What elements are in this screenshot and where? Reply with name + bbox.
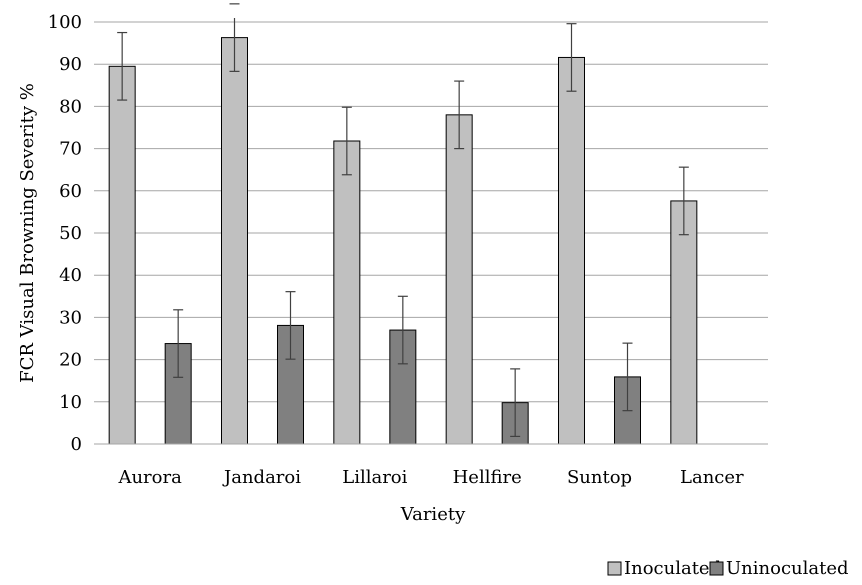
legend: Inoculated Uninoculated [607,558,849,579]
y-tick-label: 10 [59,392,82,413]
error-bar [397,295,408,365]
x-tick-labels: Aurora Jandaroi Lillaroi Hellfire Suntop Lanc… [117,467,744,488]
y-tick-labels: 0 10 20 30 40 50 60 70 80 90 100 [48,12,82,455]
x-axis-label: Variety [400,504,466,525]
gridlines [94,21,768,403]
bar-inoculated-lancer [670,200,698,445]
error-bar [454,80,465,150]
legend-label-uninoculated: Uninoculated [726,558,849,579]
x-tick-label: Lillaroi [342,467,407,488]
legend-swatch-uninoculated [709,561,724,576]
legend-swatch-inoculated [607,561,622,576]
error-bar [285,291,296,360]
y-tick-label: 70 [59,139,82,160]
y-tick-label: 50 [59,223,82,244]
error-bar [341,106,352,176]
x-tick-label: Aurora [117,467,182,488]
y-tick-label: 30 [59,307,82,328]
y-axis-label: FCR Visual Browning Severity % [17,83,38,383]
error-bar [678,166,689,236]
x-tick-label: Hellfire [453,467,522,488]
y-tick-label: 90 [59,54,82,75]
error-bar [229,3,240,72]
x-tick-label: Lancer [680,467,744,488]
y-tick-label: 20 [59,350,82,371]
y-tick-label: 100 [48,12,82,33]
bar-inoculated-suntop [558,56,585,445]
x-tick-label: Jandaroi [222,467,301,488]
y-tick-label: 80 [59,96,82,117]
bar-inoculated-aurora [108,65,136,445]
bars [108,37,698,445]
y-tick-label: 40 [59,265,82,286]
y-tick-label: 60 [59,181,82,202]
error-bar [173,309,184,378]
legend-label-inoculated: Inoculated [624,558,721,579]
error-bar [117,31,128,101]
x-tick-label: Suntop [567,467,632,488]
error-bars [117,3,689,438]
bar-inoculated-lillaroi [333,140,361,445]
bar-inoculated-jandaroi [221,37,248,445]
bar-inoculated-hellfire [445,114,473,445]
y-tick-label: 0 [71,434,82,455]
error-bar [566,23,577,92]
error-bar [622,342,633,412]
error-bar [510,368,521,438]
